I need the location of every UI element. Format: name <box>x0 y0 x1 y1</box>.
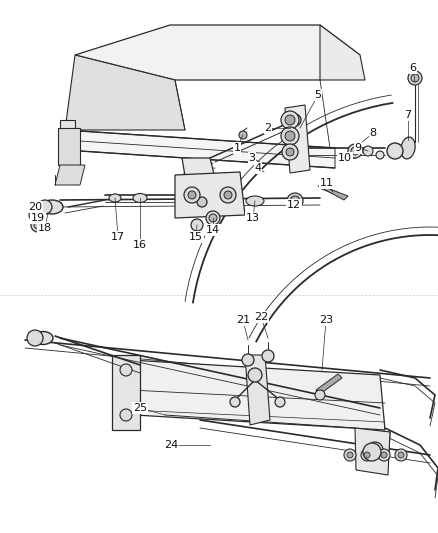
Circle shape <box>347 144 361 158</box>
Ellipse shape <box>245 196 263 206</box>
Circle shape <box>410 74 418 82</box>
Polygon shape <box>65 55 184 130</box>
Text: 4: 4 <box>254 163 261 173</box>
Polygon shape <box>60 120 75 165</box>
Text: 14: 14 <box>205 225 219 235</box>
Circle shape <box>394 449 406 461</box>
Polygon shape <box>315 374 341 394</box>
Text: 1: 1 <box>233 143 240 153</box>
Polygon shape <box>284 105 309 173</box>
Circle shape <box>346 452 352 458</box>
Polygon shape <box>317 186 347 200</box>
Circle shape <box>247 368 261 382</box>
Circle shape <box>314 390 324 400</box>
Polygon shape <box>359 430 389 468</box>
Circle shape <box>197 197 207 207</box>
Circle shape <box>238 131 247 139</box>
Circle shape <box>261 350 273 362</box>
Circle shape <box>219 187 236 203</box>
Text: 22: 22 <box>253 312 268 322</box>
Text: 6: 6 <box>409 63 416 73</box>
Polygon shape <box>65 130 334 168</box>
Text: 19: 19 <box>31 213 45 223</box>
Circle shape <box>397 452 403 458</box>
Circle shape <box>208 214 216 222</box>
Circle shape <box>362 443 380 461</box>
Text: 23: 23 <box>318 315 332 325</box>
Ellipse shape <box>109 194 121 202</box>
Circle shape <box>274 397 284 407</box>
Circle shape <box>407 71 421 85</box>
Text: 3: 3 <box>248 153 255 163</box>
Circle shape <box>363 452 369 458</box>
Circle shape <box>386 143 402 159</box>
Circle shape <box>230 397 240 407</box>
Circle shape <box>38 200 52 214</box>
Ellipse shape <box>133 193 147 203</box>
Circle shape <box>29 209 41 221</box>
Text: 18: 18 <box>38 223 52 233</box>
Text: 25: 25 <box>133 403 147 413</box>
Polygon shape <box>175 172 244 218</box>
Circle shape <box>191 219 202 231</box>
Circle shape <box>375 151 383 159</box>
Text: 24: 24 <box>163 440 178 450</box>
Circle shape <box>380 452 386 458</box>
Ellipse shape <box>41 200 63 214</box>
Text: 17: 17 <box>111 232 125 242</box>
Ellipse shape <box>400 137 414 159</box>
Text: 5: 5 <box>314 90 321 100</box>
Polygon shape <box>130 360 384 430</box>
Circle shape <box>284 115 294 125</box>
Text: 9: 9 <box>353 143 361 153</box>
Circle shape <box>205 211 219 225</box>
Polygon shape <box>182 158 215 182</box>
Circle shape <box>360 449 372 461</box>
Circle shape <box>366 442 382 458</box>
Circle shape <box>281 144 297 160</box>
Circle shape <box>27 330 43 346</box>
Circle shape <box>223 191 231 199</box>
Polygon shape <box>244 355 269 425</box>
Text: 13: 13 <box>245 213 259 223</box>
Circle shape <box>350 147 358 155</box>
Circle shape <box>288 114 300 126</box>
Text: 15: 15 <box>189 232 202 242</box>
Circle shape <box>187 191 195 199</box>
Circle shape <box>377 449 389 461</box>
Circle shape <box>290 196 299 206</box>
Circle shape <box>280 111 298 129</box>
Circle shape <box>286 193 302 209</box>
Circle shape <box>120 364 132 376</box>
Text: 11: 11 <box>319 178 333 188</box>
Circle shape <box>184 187 200 203</box>
Text: 16: 16 <box>133 240 147 250</box>
Text: 8: 8 <box>369 128 376 138</box>
Text: 2: 2 <box>264 123 271 133</box>
Polygon shape <box>75 25 359 80</box>
Text: 12: 12 <box>286 200 300 210</box>
Text: 21: 21 <box>235 315 250 325</box>
Circle shape <box>241 354 254 366</box>
Polygon shape <box>55 165 85 185</box>
Circle shape <box>31 218 45 232</box>
Ellipse shape <box>33 332 53 344</box>
Circle shape <box>280 127 298 145</box>
Text: 7: 7 <box>403 110 410 120</box>
Circle shape <box>362 146 372 156</box>
Polygon shape <box>319 25 364 80</box>
Circle shape <box>34 221 42 229</box>
Circle shape <box>284 131 294 141</box>
Text: 20: 20 <box>28 202 42 212</box>
Polygon shape <box>58 128 80 165</box>
Circle shape <box>120 409 132 421</box>
Circle shape <box>343 449 355 461</box>
Text: 10: 10 <box>337 153 351 163</box>
Circle shape <box>285 148 293 156</box>
Polygon shape <box>354 428 389 475</box>
Polygon shape <box>112 355 140 430</box>
